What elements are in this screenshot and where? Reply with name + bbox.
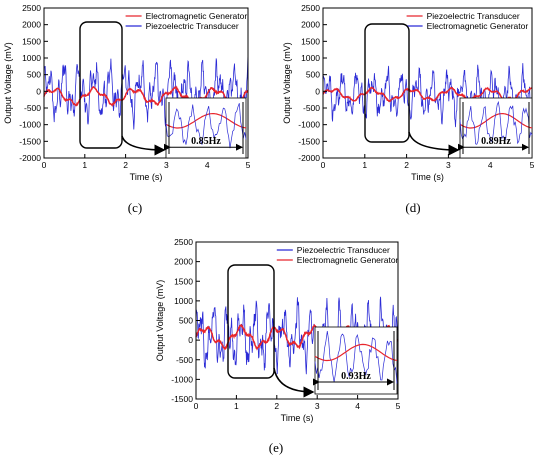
panel-e: 0 1 2 3 4 5 -1500 -1000 -500 0 500 1000 1500 2000 2500… <box>155 237 401 455</box>
y-tick-label: 2000 <box>301 20 320 30</box>
frequency-label: 0.89Hz <box>481 136 511 147</box>
legend-label: Electromagnetic Generator <box>146 11 248 21</box>
inset-trace <box>314 331 398 384</box>
y-tick-label: -1000 <box>19 120 41 130</box>
x-tick-label: 1 <box>234 401 239 411</box>
x-tick-label: 3 <box>315 401 320 411</box>
y-tick-label: -2000 <box>298 153 320 163</box>
y-tick-label: 1500 <box>22 36 41 46</box>
zoom-arrow <box>273 367 315 398</box>
x-tick-label: 5 <box>246 160 251 170</box>
y-tick-label: 1000 <box>22 53 41 63</box>
legend-label: Electromagnetic Generator <box>427 21 529 31</box>
x-tick-label: 5 <box>396 401 401 411</box>
inset-trace <box>165 103 247 149</box>
y-tick-label: 2500 <box>301 3 320 13</box>
y-tick-label: 1500 <box>301 36 320 46</box>
x-tick-label: 1 <box>82 160 87 170</box>
y-tick-label: -1000 <box>171 374 193 384</box>
y-tick-label: -1500 <box>19 136 41 146</box>
x-tick-label: 0 <box>321 160 326 170</box>
y-tick-label: -500 <box>176 355 193 365</box>
x-tick-label: 0 <box>42 160 47 170</box>
x-tick-label: 2 <box>404 160 409 170</box>
plot-area-c: 0 1 2 3 4 5 -2000 -1500 -1000 -500 0 500 1000 1500 200… <box>3 3 251 182</box>
y-tick-label: 2000 <box>174 257 193 267</box>
legend-label: Piezoelectric Transducer <box>297 245 390 255</box>
x-axis-label: Time (s) <box>130 172 163 182</box>
panel-c: 0 1 2 3 4 5 -2000 -1500 -1000 -500 0 500 1000 1500 200… <box>3 3 251 215</box>
panel-label-c: (c) <box>128 200 142 215</box>
y-tick-label: 1000 <box>301 53 320 63</box>
highlight-box <box>364 23 410 143</box>
legend-label: Piezoelectric Transducer <box>146 21 239 31</box>
y-tick-label: 2000 <box>22 20 41 30</box>
panel-label-e: (e) <box>269 440 283 455</box>
highlight-box <box>227 264 275 379</box>
x-tick-label: 2 <box>123 160 128 170</box>
y-tick-label: -500 <box>24 103 41 113</box>
x-tick-label: 1 <box>362 160 367 170</box>
plot-area-d: 0 1 2 3 4 5 -2000 -1500 -1000 -500 0 500 1000 1500 200… <box>282 3 535 182</box>
zoom-arrow <box>408 131 460 156</box>
y-tick-label: 0 <box>188 335 193 345</box>
axes-frame <box>43 7 249 159</box>
y-tick-label: 2500 <box>22 3 41 13</box>
inset-trace <box>459 113 533 129</box>
frequency-label: 0.85Hz <box>191 136 221 147</box>
highlight-box <box>79 21 123 149</box>
y-axis-label: Output Voltage (mV) <box>155 280 165 362</box>
y-tick-label: 1500 <box>174 276 193 286</box>
y-tick-label: -1500 <box>298 136 320 146</box>
y-axis-label: Output Voltage (mV) <box>3 42 13 124</box>
y-tick-label: -1000 <box>298 120 320 130</box>
y-tick-label: 0 <box>315 86 320 96</box>
x-axis-label: Time (s) <box>411 172 444 182</box>
panel-label-d: (d) <box>405 200 420 215</box>
x-axis-label: Time (s) <box>281 413 314 423</box>
y-axis-label: Output Voltage (mV) <box>282 42 292 124</box>
y-tick-label: 1000 <box>174 296 193 306</box>
x-tick-label: 4 <box>205 160 210 170</box>
y-tick-label: 2500 <box>174 237 193 247</box>
series-line-0-1 <box>43 53 249 131</box>
x-tick-label: 3 <box>446 160 451 170</box>
panel-d: 0 1 2 3 4 5 -2000 -1500 -1000 -500 0 500 1000 1500 200… <box>282 3 535 215</box>
x-tick-label: 5 <box>530 160 535 170</box>
y-tick-label: 500 <box>179 316 193 326</box>
x-tick-label: 4 <box>355 401 360 411</box>
legend-label: Piezoelectric Transducer <box>427 11 520 21</box>
plot-area-e: 0 1 2 3 4 5 -1500 -1000 -500 0 500 1000 1500 2000 2500… <box>155 237 401 423</box>
y-tick-label: -500 <box>303 103 320 113</box>
series-line-top-0-0 <box>43 85 249 107</box>
frequency-label: 0.93Hz <box>341 371 371 382</box>
series-line-1-1 <box>322 63 533 128</box>
legend-label: Electromagnetic Generator <box>297 255 399 265</box>
y-tick-label: -2000 <box>19 153 41 163</box>
x-tick-label: 4 <box>488 160 493 170</box>
inset-trace <box>314 343 398 362</box>
y-tick-label: 500 <box>306 70 320 80</box>
y-tick-label: 0 <box>36 86 41 96</box>
inset-trace <box>459 100 533 145</box>
zoom-arrow <box>121 135 166 156</box>
series-line-top-1-0 <box>322 86 532 103</box>
x-tick-label: 0 <box>194 401 199 411</box>
x-tick-label: 2 <box>274 401 279 411</box>
axes-frame <box>322 7 533 159</box>
y-tick-label: -1500 <box>171 394 193 404</box>
x-tick-label: 3 <box>164 160 169 170</box>
y-tick-label: 500 <box>27 70 41 80</box>
